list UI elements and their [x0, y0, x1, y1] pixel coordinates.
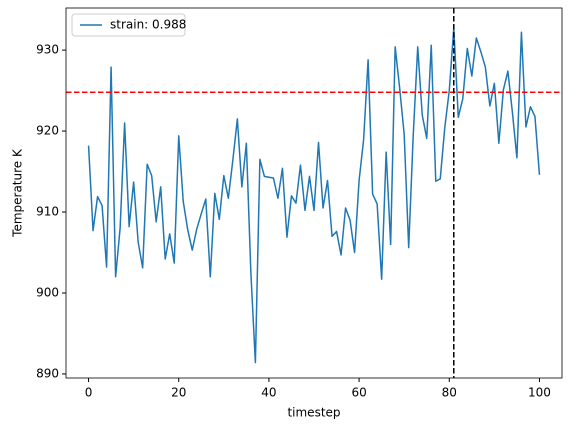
legend-label: strain: 0.988 — [110, 18, 186, 32]
x-tick-label: 80 — [442, 386, 457, 400]
y-tick-label: 900 — [36, 285, 59, 299]
x-tick-label: 20 — [171, 386, 186, 400]
legend-box — [71, 13, 186, 37]
y-tick-label: 890 — [36, 366, 59, 380]
data-line — [87, 27, 541, 364]
y-tick-label: 910 — [36, 205, 59, 219]
x-tick-label: 100 — [528, 386, 551, 400]
x-tick-label: 0 — [85, 386, 93, 400]
x-tick-label: 40 — [261, 386, 276, 400]
x-tick-label: 60 — [351, 386, 366, 400]
y-axis-label: Temperature K — [11, 148, 25, 238]
y-tick-label: 930 — [36, 43, 59, 57]
x-axis-label: timestep — [287, 406, 340, 420]
y-tick-label: 920 — [36, 124, 59, 138]
plot-frame — [65, 7, 563, 379]
